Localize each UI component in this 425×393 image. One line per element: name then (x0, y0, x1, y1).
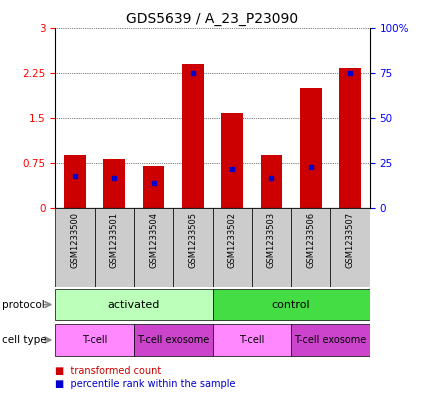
Bar (173, 208, 212, 287)
Bar (212, 208, 252, 287)
Text: GSM1233504: GSM1233504 (149, 212, 158, 268)
Text: GSM1233507: GSM1233507 (346, 212, 354, 268)
Bar (291, 324, 370, 356)
Bar (134, 208, 173, 287)
Text: ■  transformed count: ■ transformed count (55, 366, 162, 376)
Text: GSM1233501: GSM1233501 (110, 212, 119, 268)
Text: activated: activated (108, 299, 160, 310)
Bar (339, 68, 361, 208)
Bar (64, 155, 86, 208)
Text: GSM1233505: GSM1233505 (188, 212, 197, 268)
Bar (143, 166, 164, 208)
Text: T-cell: T-cell (82, 335, 107, 345)
Bar (55, 208, 94, 287)
Text: GSM1233500: GSM1233500 (71, 212, 79, 268)
Bar (103, 159, 125, 208)
Text: GSM1233506: GSM1233506 (306, 212, 315, 268)
Text: GSM1233502: GSM1233502 (228, 212, 237, 268)
Text: T-cell: T-cell (239, 335, 264, 345)
Text: T-cell exosome: T-cell exosome (137, 335, 209, 345)
Bar (331, 208, 370, 287)
Bar (291, 208, 331, 287)
Text: GSM1233503: GSM1233503 (267, 212, 276, 268)
Bar (182, 64, 204, 208)
Bar (221, 113, 243, 208)
Bar (55, 288, 212, 321)
Bar (212, 324, 291, 356)
Bar (55, 324, 134, 356)
Text: control: control (272, 299, 310, 310)
Text: ■  percentile rank within the sample: ■ percentile rank within the sample (55, 379, 236, 389)
Text: cell type: cell type (2, 335, 47, 345)
Title: GDS5639 / A_23_P23090: GDS5639 / A_23_P23090 (126, 13, 298, 26)
Bar (94, 208, 134, 287)
Text: protocol: protocol (2, 299, 45, 310)
Bar (261, 155, 282, 208)
Bar (212, 288, 370, 321)
Bar (252, 208, 291, 287)
Text: T-cell exosome: T-cell exosome (294, 335, 366, 345)
Bar (300, 88, 322, 208)
Bar (134, 324, 212, 356)
